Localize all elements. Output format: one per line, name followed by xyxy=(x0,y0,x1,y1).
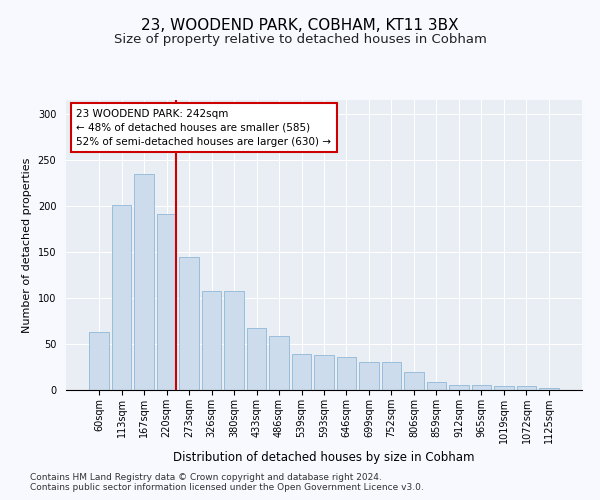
Text: Size of property relative to detached houses in Cobham: Size of property relative to detached ho… xyxy=(113,32,487,46)
Bar xyxy=(427,382,446,390)
Bar xyxy=(157,214,176,390)
Bar xyxy=(472,386,491,390)
Bar xyxy=(404,372,424,390)
Bar xyxy=(224,290,244,390)
Bar xyxy=(517,386,536,390)
Bar xyxy=(269,336,289,390)
X-axis label: Distribution of detached houses by size in Cobham: Distribution of detached houses by size … xyxy=(173,452,475,464)
Bar xyxy=(539,388,559,390)
Bar xyxy=(134,174,154,390)
Bar xyxy=(247,328,266,390)
Bar xyxy=(314,355,334,390)
Bar xyxy=(337,357,356,390)
Bar xyxy=(202,290,221,390)
Bar xyxy=(292,354,311,390)
Bar xyxy=(359,362,379,390)
Text: Contains public sector information licensed under the Open Government Licence v3: Contains public sector information licen… xyxy=(30,484,424,492)
Bar xyxy=(179,258,199,390)
Text: 23, WOODEND PARK, COBHAM, KT11 3BX: 23, WOODEND PARK, COBHAM, KT11 3BX xyxy=(141,18,459,32)
Y-axis label: Number of detached properties: Number of detached properties xyxy=(22,158,32,332)
Bar xyxy=(89,332,109,390)
Text: Contains HM Land Registry data © Crown copyright and database right 2024.: Contains HM Land Registry data © Crown c… xyxy=(30,472,382,482)
Bar xyxy=(449,386,469,390)
Bar xyxy=(382,362,401,390)
Text: 23 WOODEND PARK: 242sqm
← 48% of detached houses are smaller (585)
52% of semi-d: 23 WOODEND PARK: 242sqm ← 48% of detache… xyxy=(76,108,331,146)
Bar xyxy=(494,386,514,390)
Bar xyxy=(112,205,131,390)
